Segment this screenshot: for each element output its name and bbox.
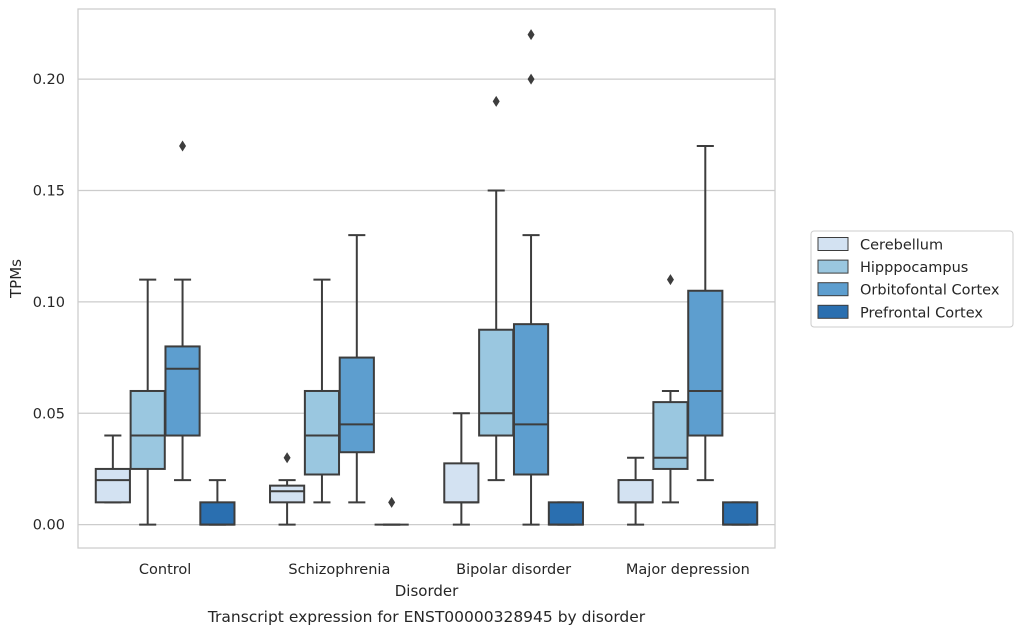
outlier-point [666,274,674,286]
legend-swatch [817,282,849,297]
x-axis-ticks: Control Schizophrenia Bipolar disorder Majo… [139,562,750,578]
box-3-2 [687,144,724,482]
plot-frame [77,8,776,549]
y-tick-label: 0.15 [33,184,65,200]
box-2-2 [512,29,550,526]
box-body [722,501,759,526]
box-body [338,356,375,454]
box-body [94,467,131,504]
legend-frame [810,230,1014,328]
box-3-1 [652,274,689,504]
legend-label: Cerebellum [860,238,943,254]
box-3-0 [617,456,654,526]
box-body [164,345,201,437]
chart-title: Transcript expression for ENST0000032894… [207,608,646,626]
x-tick-label: Bipolar disorder [456,562,571,578]
outlier-point [388,496,396,508]
box-2-1 [478,95,515,482]
box-2-0 [443,412,480,526]
legend-swatch [817,304,849,319]
outlier-point [179,140,187,152]
x-tick-label: Control [139,562,191,578]
y-tick-label: 0.05 [33,406,65,422]
box-0-3 [199,479,236,526]
x-axis-label: Disorder [395,582,459,600]
y-tick-label: 0.20 [33,72,65,88]
y-tick-label: 0.00 [33,518,65,534]
outlier-point [527,73,535,85]
box-body [269,484,306,504]
box-body [512,323,550,476]
box-3-3 [722,501,759,526]
outlier-point [283,452,291,464]
legend-swatch [817,237,849,251]
legend-swatch [817,259,849,274]
box-body [443,462,480,504]
legend-label: Prefrontal Cortex [860,305,983,321]
box-body [478,328,515,437]
box-body [199,501,236,526]
legend: Cerebellum Hipppocampus Orbitofontal Corte… [810,230,1014,328]
legend-label: Orbitofontal Cortex [860,283,1000,299]
box-1-0 [269,452,306,526]
x-tick-label: Major depression [626,562,750,578]
box-body [687,289,724,437]
box-1-3 [374,496,409,526]
box-body [617,479,654,504]
box-plots [94,29,759,526]
legend-label: Hipppocampus [860,260,968,276]
outlier-point [492,95,500,107]
box-body [652,401,689,470]
y-tick-label: 0.10 [33,295,65,311]
box-1-2 [338,234,375,504]
box-body [303,389,341,476]
outlier-point [527,29,535,41]
box-0-1 [129,278,166,526]
box-2-3 [547,501,584,526]
box-0-0 [94,434,131,504]
y-axis-ticks: 0.00 0.05 0.10 0.15 0.20 [33,72,65,533]
y-axis-label: TPMs [7,259,25,299]
x-tick-label: Schizophrenia [288,562,390,578]
box-1-1 [303,278,341,504]
box-0-2 [164,140,201,482]
box-body [129,389,166,470]
box-body [547,501,584,526]
